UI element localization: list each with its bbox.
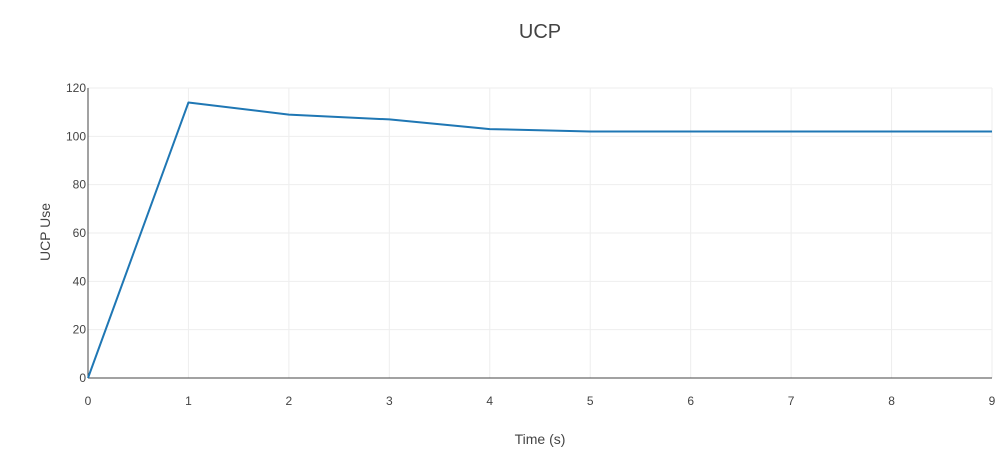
- gridlines: [88, 87, 993, 378]
- series-line: [87, 101, 992, 379]
- y-tick-label: 80: [73, 178, 87, 192]
- series-layer: [87, 101, 992, 379]
- x-tick-label: 0: [85, 394, 92, 408]
- x-tick-label: 5: [587, 394, 594, 408]
- y-tick-label: 0: [79, 371, 86, 385]
- y-axis-label: UCP Use: [37, 203, 53, 261]
- x-tick-label: 2: [286, 394, 293, 408]
- y-tick-label: 40: [73, 274, 87, 288]
- chart-title: UCP: [519, 21, 561, 43]
- x-tick-label: 9: [989, 394, 996, 408]
- y-tick-label: 120: [66, 81, 86, 95]
- y-tick-label: 20: [73, 323, 87, 337]
- x-tick-label: 1: [185, 394, 192, 408]
- tick-labels: 0 1 2 3 4 5 6 7 8 9 0 20 40 60 80 100 120: [66, 81, 996, 408]
- y-tick-label: 60: [73, 226, 87, 240]
- x-tick-label: 3: [386, 394, 393, 408]
- y-tick-label: 100: [66, 129, 86, 143]
- x-tick-label: 6: [687, 394, 694, 408]
- x-tick-label: 8: [888, 394, 895, 408]
- x-tick-label: 4: [486, 394, 493, 408]
- x-axis-label: Time (s): [515, 431, 566, 447]
- axes: [87, 88, 992, 379]
- x-tick-label: 7: [788, 394, 795, 408]
